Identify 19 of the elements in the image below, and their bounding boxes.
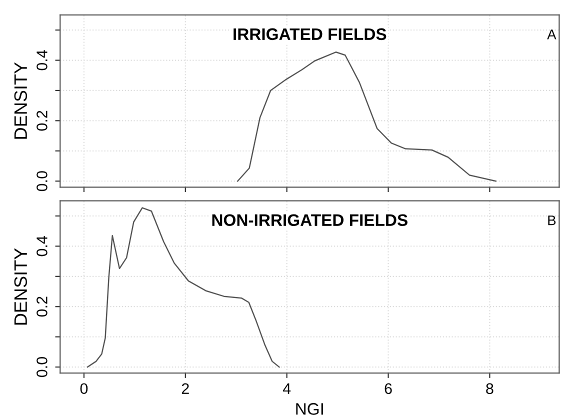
y-tick-label: 0.4 [36, 50, 48, 70]
y-tick-label: 0.0 [36, 171, 48, 192]
x-tick-label: 8 [486, 383, 494, 394]
y-axis-title: DENSITY [14, 248, 28, 325]
text: NON-IRRIGATED FIELDS [212, 214, 408, 226]
x-axis-title: NGI [296, 403, 323, 415]
x-tick-label: 4 [282, 383, 291, 394]
line-series [237, 51, 496, 182]
y-axis-title: DENSITY [14, 62, 28, 139]
y-tick-label: 0.4 [36, 236, 48, 256]
x-tick-label: 6 [384, 383, 392, 394]
y-tick-label: 0.2 [36, 296, 48, 317]
x-tick-label: 0 [80, 383, 88, 394]
y-tick-label: 0.0 [36, 357, 48, 378]
text: IRRIGATED FIELDS [234, 28, 386, 40]
annotation: A [547, 30, 556, 40]
x-tick-label: 2 [182, 383, 189, 394]
y-tick-label: 0.2 [36, 110, 48, 131]
annotation: B [548, 216, 556, 226]
